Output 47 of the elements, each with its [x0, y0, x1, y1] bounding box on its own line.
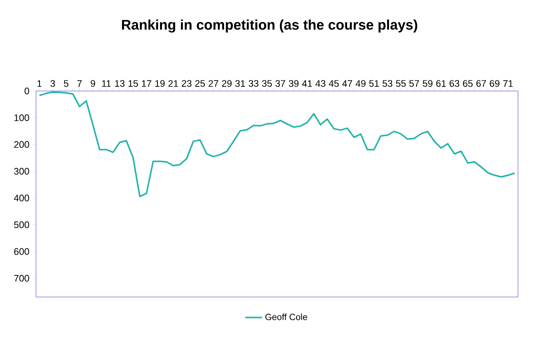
y-tick-label: 700 [14, 274, 30, 282]
x-tick-label: 67 [476, 80, 486, 87]
x-tick-label: 37 [275, 80, 286, 87]
x-tick-label: 47 [342, 80, 352, 87]
x-tick-label: 61 [436, 80, 446, 87]
x-tick-label: 9 [90, 80, 96, 87]
x-tick-label: 19 [155, 80, 165, 87]
y-tick-label: 0 [24, 88, 30, 94]
y-tick-label: 500 [14, 221, 30, 228]
x-tick-label: 21 [168, 80, 178, 87]
x-tick-label: 65 [463, 80, 473, 87]
x-tick-label: 29 [222, 80, 232, 87]
legend-label: Geoff Cole [265, 314, 308, 320]
line-series [38, 91, 516, 198]
x-tick-label: 27 [208, 80, 218, 87]
y-tick-label: 400 [14, 194, 30, 202]
x-tick-label: 55 [396, 80, 406, 87]
x-tick-label: 25 [195, 80, 205, 87]
x-tick-label: 5 [64, 80, 68, 87]
x-tick-label: 51 [369, 80, 379, 87]
y-tick-label: 100 [14, 114, 30, 122]
x-tick-label: 57 [409, 80, 420, 87]
x-tick-label: 31 [235, 80, 245, 87]
y-tick-label: 300 [14, 168, 30, 175]
x-tick-label: 53 [382, 80, 392, 87]
y-tick-label: 600 [14, 248, 30, 255]
x-tick-label: 59 [422, 80, 432, 87]
x-tick-label: 23 [182, 80, 192, 87]
x-tick-label: 15 [128, 80, 138, 87]
x-tick-label: 11 [102, 80, 111, 87]
x-tick-label: 43 [315, 80, 326, 87]
x-tick-label: 71 [503, 80, 513, 87]
x-tick-label: 7 [77, 80, 82, 87]
x-tick-label: 45 [328, 80, 339, 87]
x-tick-label: 3 [50, 80, 55, 87]
x-tick-label: 1 [37, 80, 42, 87]
x-tick-label: 41 [302, 80, 312, 87]
x-tick-label: 63 [450, 80, 460, 87]
x-tick-label: 39 [288, 80, 299, 87]
x-tick-label: 49 [356, 80, 366, 87]
x-tick-label: 17 [142, 80, 152, 87]
y-tick-label: 200 [14, 141, 30, 148]
x-tick-label: 33 [248, 80, 258, 87]
chart-title: Ranking in competition (as the course plays) [122, 19, 418, 33]
x-tick-label: 13 [115, 80, 125, 87]
x-tick-label: 35 [262, 80, 272, 87]
x-tick-label: 69 [490, 80, 500, 87]
